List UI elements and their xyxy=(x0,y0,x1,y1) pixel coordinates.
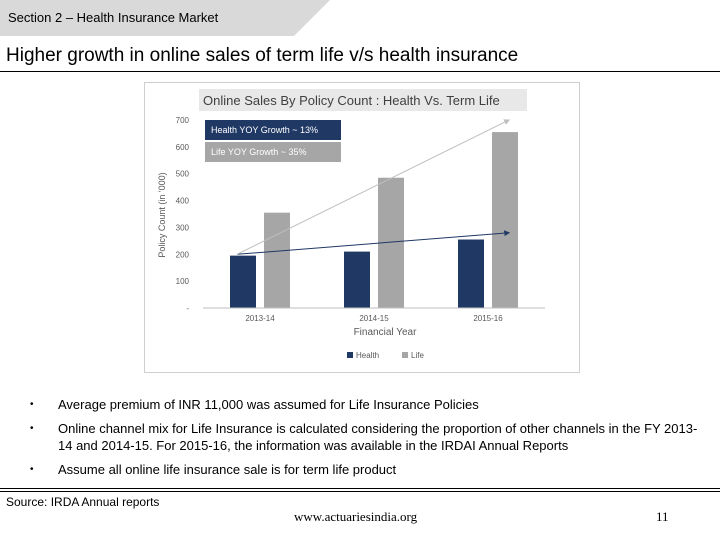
chart-legend: Health Life xyxy=(347,351,424,360)
note-item: • Average premium of INR 11,000 was assum… xyxy=(30,396,700,413)
section-tab-shape xyxy=(0,0,330,36)
note-item: • Online channel mix for Life Insurance i… xyxy=(30,420,700,454)
footer-divider-top xyxy=(0,488,720,489)
bar-life-2015-16 xyxy=(492,132,518,308)
legend-swatch-health xyxy=(347,352,353,358)
x-axis-label: Financial Year xyxy=(354,327,417,338)
legend-label: Health xyxy=(356,351,379,360)
annotation-box xyxy=(205,120,341,140)
annotation-text: Health YOY Growth ~ 13% xyxy=(211,125,318,135)
source-note: Source: IRDA Annual reports xyxy=(6,495,160,509)
legend-swatch-life xyxy=(402,352,408,358)
x-tick-label: 2013-14 xyxy=(245,314,275,323)
footer-divider-bottom xyxy=(0,491,720,492)
bullet-marker: • xyxy=(30,423,34,434)
x-axis-ticks: 2013-14 2014-15 2015-16 xyxy=(245,314,503,323)
trend-line-life xyxy=(236,119,511,255)
y-axis-ticks: - 100 200 300 400 500 600 700 xyxy=(176,116,190,313)
note-text: Online channel mix for Life Insurance is… xyxy=(58,421,698,453)
bar-life-2013-14 xyxy=(264,212,290,308)
chart-title: Online Sales By Policy Count : Health Vs… xyxy=(203,93,500,108)
title-divider xyxy=(0,71,720,72)
y-tick-label: - xyxy=(186,304,189,313)
note-text: Assume all online life insurance sale is… xyxy=(58,462,397,477)
annotation-text: Life YOY Growth ~ 35% xyxy=(211,147,306,157)
notes-list: • Average premium of INR 11,000 was assum… xyxy=(30,396,700,485)
y-tick-label: 600 xyxy=(176,143,190,152)
y-tick-label: 500 xyxy=(176,170,190,179)
y-tick-label: 300 xyxy=(176,223,190,232)
bar-health-2013-14 xyxy=(230,255,256,308)
y-tick-label: 400 xyxy=(176,197,190,206)
y-axis-label: Policy Count (in '000) xyxy=(157,172,167,257)
annotation-box xyxy=(205,142,341,162)
x-tick-label: 2015-16 xyxy=(473,314,503,323)
slide-title: Higher growth in online sales of term li… xyxy=(6,45,519,66)
x-tick-label: 2014-15 xyxy=(359,314,389,323)
policy-count-chart: Online Sales By Policy Count : Health Vs… xyxy=(157,89,545,360)
trend-line-health xyxy=(236,230,511,255)
section-label: Section 2 – Health Insurance Market xyxy=(8,10,219,25)
y-tick-label: 700 xyxy=(176,116,190,125)
legend-label: Life xyxy=(411,351,424,360)
section-tab: Section 2 – Health Insurance Market xyxy=(0,0,330,36)
bar-health-2014-15 xyxy=(344,251,370,308)
chart-panel: Online Sales By Policy Count : Health Vs… xyxy=(144,82,580,373)
bullet-marker: • xyxy=(30,464,34,475)
website-url[interactable]: www.actuariesindia.org xyxy=(294,509,418,524)
chart-title-box: Online Sales By Policy Count : Health Vs… xyxy=(199,89,527,111)
trend-lines xyxy=(236,119,511,255)
annotation-boxes: Health YOY Growth ~ 13% Life YOY Growth ~… xyxy=(205,120,341,162)
page-number: 11 xyxy=(656,509,669,524)
note-item: • Assume all online life insurance sale i… xyxy=(30,461,700,478)
bullet-marker: • xyxy=(30,399,34,410)
y-tick-label: 200 xyxy=(176,250,190,259)
note-text: Average premium of INR 11,000 was assume… xyxy=(58,397,479,412)
y-tick-label: 100 xyxy=(176,277,190,286)
bar-health-2015-16 xyxy=(458,239,484,308)
